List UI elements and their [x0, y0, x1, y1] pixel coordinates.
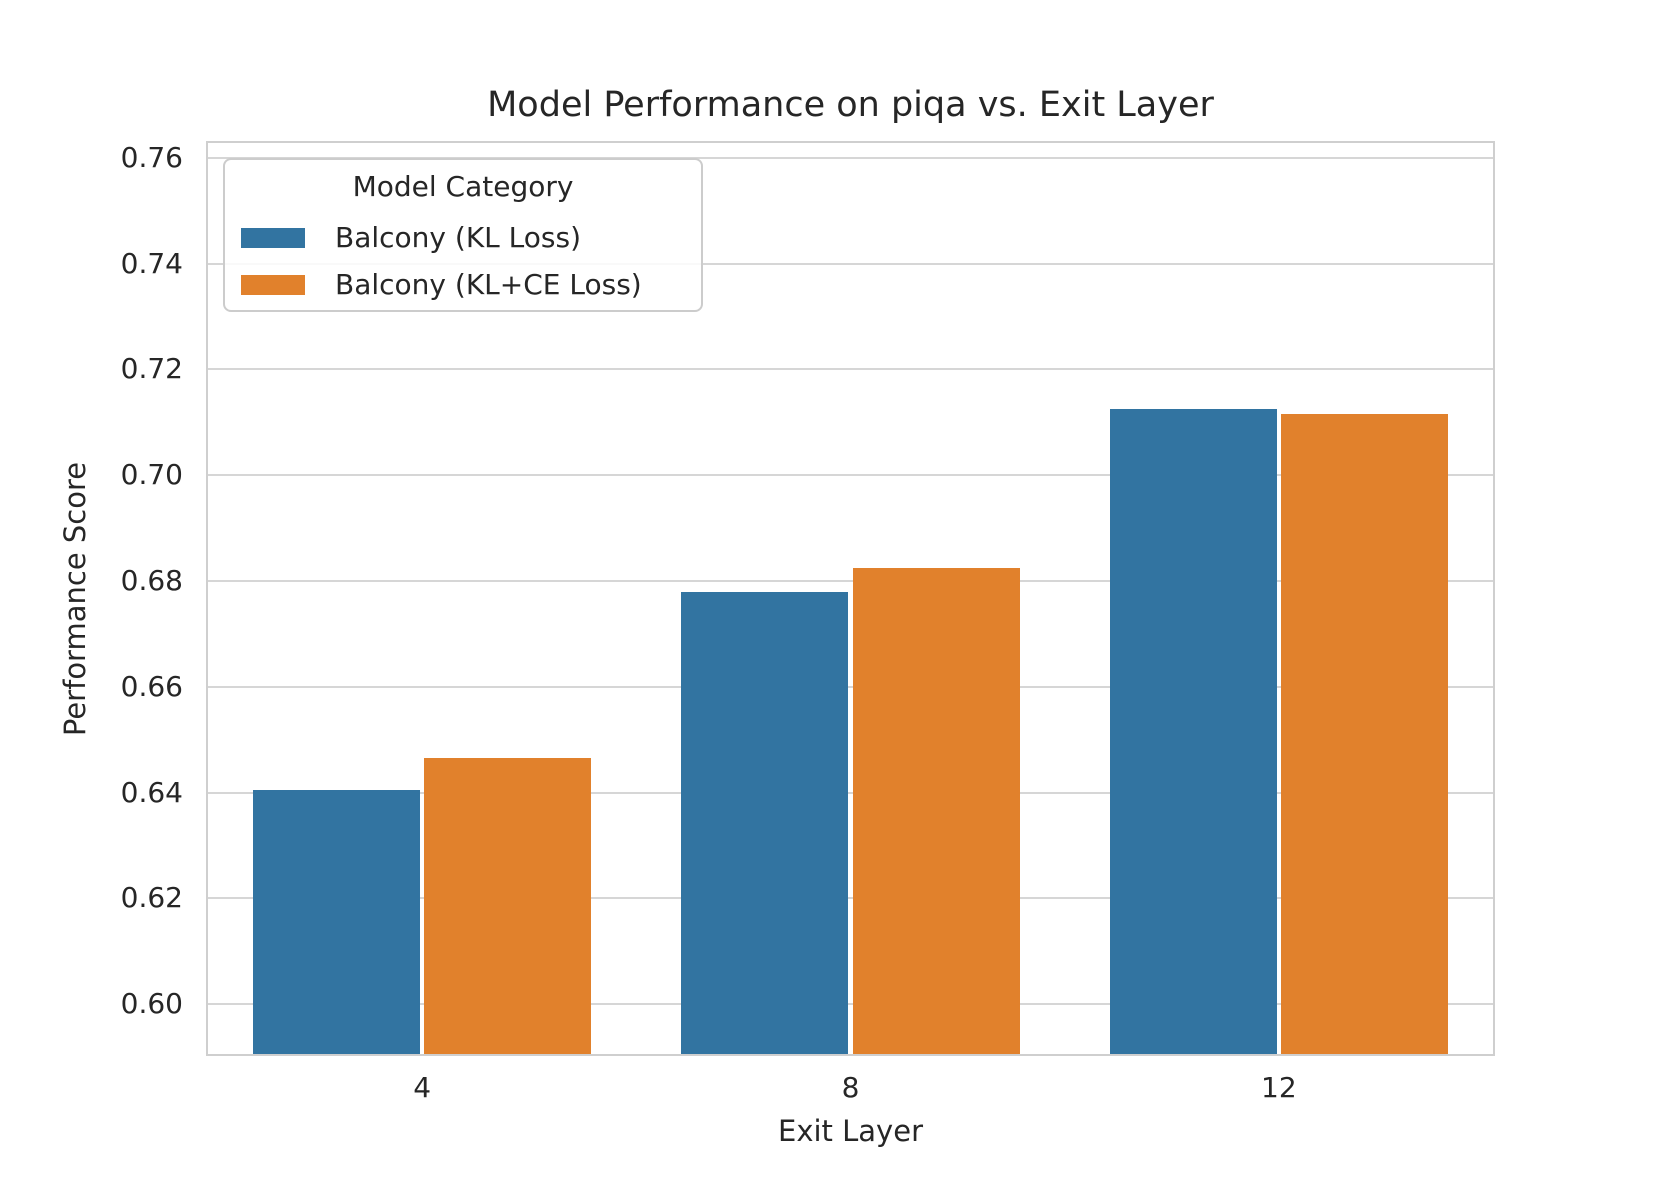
plot-area	[206, 141, 1495, 1056]
bar-balcony-kl-loss-12	[1109, 409, 1277, 1054]
y-tick-label: 0.72	[120, 352, 183, 386]
y-tick-label: 0.76	[120, 140, 183, 174]
gridline	[208, 262, 1493, 265]
legend-label: Balcony (KL+CE Loss)	[335, 268, 642, 301]
legend-label: Balcony (KL Loss)	[335, 221, 582, 254]
legend-swatch-kl-ce-loss	[241, 274, 305, 295]
legend-title: Model Category	[352, 170, 574, 203]
x-tick-label: 8	[841, 1071, 860, 1104]
gridline	[208, 685, 1493, 688]
gridline	[208, 156, 1493, 159]
y-tick-label: 0.62	[120, 881, 183, 915]
gridline	[208, 1003, 1493, 1006]
y-tick-label: 0.66	[120, 669, 183, 703]
y-tick-label: 0.74	[120, 246, 183, 280]
y-tick-label: 0.70	[120, 458, 183, 492]
bar-balcony-kl-ce-loss-4	[424, 758, 592, 1054]
gridline	[208, 474, 1493, 477]
x-tick-label: 4	[413, 1071, 432, 1104]
bar-balcony-kl-loss-4	[252, 790, 421, 1054]
gridline	[208, 897, 1493, 900]
gridline	[208, 791, 1493, 794]
bar-balcony-kl-loss-8	[681, 591, 849, 1054]
legend-swatch-kl-loss	[241, 227, 305, 248]
gridline	[208, 580, 1493, 583]
legend-entry: Balcony (KL Loss)	[225, 214, 701, 261]
y-tick-label: 0.68	[120, 564, 183, 598]
chart-title: Model Performance on piqa vs. Exit Layer	[487, 85, 1214, 125]
legend: Model Category Balcony (KL Loss) Balcony…	[223, 158, 703, 312]
x-tick-label: 12	[1261, 1071, 1297, 1104]
gridline	[208, 368, 1493, 371]
legend-entry: Balcony (KL+CE Loss)	[225, 261, 701, 308]
bar-balcony-kl-ce-loss-12	[1280, 414, 1449, 1054]
x-axis-label: Exit Layer	[778, 1114, 923, 1148]
bar-balcony-kl-ce-loss-8	[852, 567, 1020, 1054]
y-tick-label: 0.64	[120, 775, 183, 809]
y-tick-label: 0.60	[120, 987, 183, 1021]
